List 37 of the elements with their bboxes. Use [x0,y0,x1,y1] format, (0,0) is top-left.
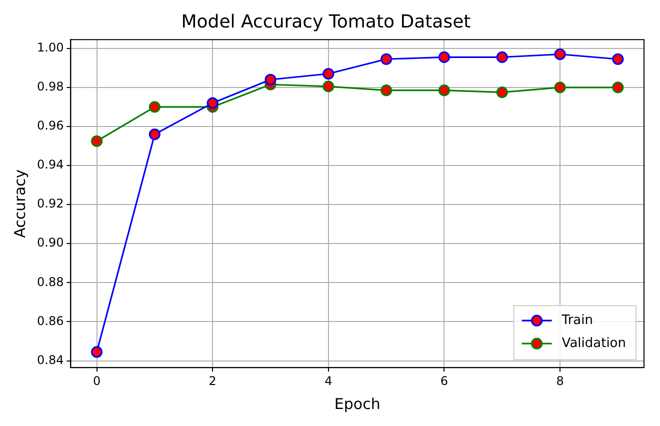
y-tick-label: 0.86 [37,314,64,328]
point [380,53,392,65]
point [322,80,334,92]
y-tick-label: 0.90 [37,236,64,250]
point [148,128,160,140]
x-axis-title: Epoch [334,394,380,413]
y-tick-label: 0.88 [37,274,64,289]
y-tick-label: 0.94 [37,158,64,172]
point [438,84,450,96]
y-tick-label: 0.96 [37,118,64,133]
point [206,97,218,109]
y-tick-label: 0.84 [37,352,64,367]
point [90,346,103,358]
y-tick-label: 1.00 [37,40,64,55]
point [322,68,334,80]
point [612,53,624,65]
point [612,82,624,94]
point [148,101,160,113]
point [380,84,392,96]
point [554,82,566,94]
x-tick-label: 0 [92,374,101,388]
legend-label: Train [560,312,594,328]
x-tick-label: 2 [208,374,216,388]
x-tick-label: 4 [324,374,332,388]
chart-title: Model Accuracy Tomato Dataset [181,11,471,32]
point [554,48,566,60]
x-tick-label: 6 [440,374,448,388]
point [264,74,276,86]
y-axis-title: Accuracy [10,169,29,238]
point [496,86,508,98]
point [438,51,450,63]
x-tick-label: 8 [556,374,564,388]
legend-label: Validation [562,336,626,351]
point [90,135,103,147]
point [496,51,508,63]
y-tick-label: 0.98 [37,80,64,94]
y-tick-label: 0.92 [37,196,64,211]
